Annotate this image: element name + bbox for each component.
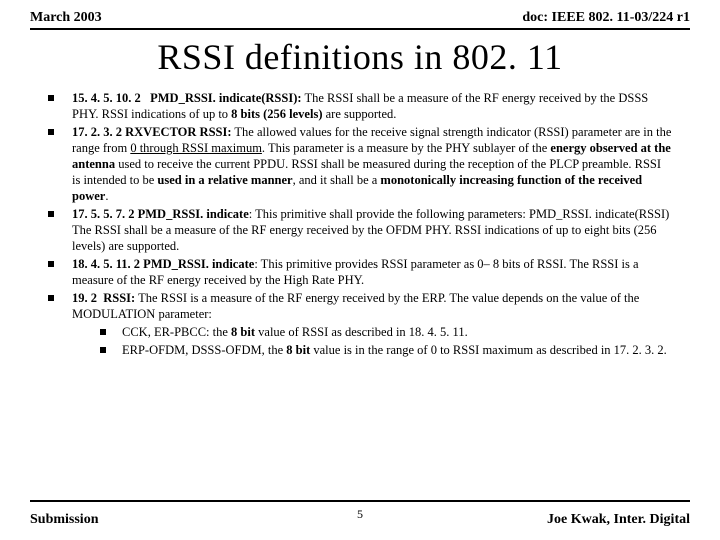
clause-ref: 15. 4. 5. 10. 2 PMD_RSSI. indicate(RSSI)… [72, 91, 302, 105]
slide-title: RSSI definitions in 802. 11 [0, 36, 720, 78]
footer-author: Joe Kwak, Inter. Digital [547, 512, 690, 528]
body-text: value is in the range of 0 to RSSI maxim… [310, 343, 667, 357]
bullet-item: 15. 4. 5. 10. 2 PMD_RSSI. indicate(RSSI)… [48, 90, 672, 122]
footer-rule [30, 500, 690, 502]
underline-text: 0 through RSSI maximum [130, 141, 262, 155]
bold-text: 8 bit [286, 343, 310, 357]
bold-text: used in a relative manner [157, 173, 292, 187]
body-text: The RSSI is a measure of the RF energy r… [72, 291, 639, 321]
clause-ref: 17. 2. 3. 2 RXVECTOR RSSI: [72, 125, 232, 139]
body-text: ERP-OFDM, DSSS-OFDM, the [122, 343, 286, 357]
bullet-item: 17. 2. 3. 2 RXVECTOR RSSI: The allowed v… [48, 124, 672, 204]
bold-text: 8 bits (256 levels) [231, 107, 322, 121]
body-text: . [105, 189, 108, 203]
body-text: value of RSSI as described in 18. 4. 5. … [255, 325, 468, 339]
content-area: 15. 4. 5. 10. 2 PMD_RSSI. indicate(RSSI)… [0, 90, 720, 358]
bullet-item: 19. 2 RSSI: The RSSI is a measure of the… [48, 290, 672, 358]
clause-ref: 19. 2 RSSI: [72, 291, 135, 305]
bullet-item: 17. 5. 5. 7. 2 PMD_RSSI. indicate: This … [48, 206, 672, 254]
clause-ref: 17. 5. 5. 7. 2 PMD_RSSI. indicate [72, 207, 249, 221]
header-date: March 2003 [30, 10, 102, 26]
body-text: . This parameter is a measure by the PHY… [262, 141, 550, 155]
page-number: 5 [357, 507, 363, 522]
header-docref: doc: IEEE 802. 11-03/224 r1 [522, 10, 690, 26]
body-text: are supported. [322, 107, 396, 121]
sub-bullet-item: ERP-OFDM, DSSS-OFDM, the 8 bit value is … [100, 342, 672, 358]
footer-left: Submission [30, 512, 98, 528]
bullet-item: 18. 4. 5. 11. 2 PMD_RSSI. indicate: This… [48, 256, 672, 288]
bold-text: 8 bit [231, 325, 255, 339]
body-text: CCK, ER-PBCC: the [122, 325, 231, 339]
header-rule [30, 28, 690, 30]
clause-ref: 18. 4. 5. 11. 2 PMD_RSSI. indicate [72, 257, 254, 271]
body-text: , and it shall be a [293, 173, 381, 187]
sub-bullet-item: CCK, ER-PBCC: the 8 bit value of RSSI as… [100, 324, 672, 340]
